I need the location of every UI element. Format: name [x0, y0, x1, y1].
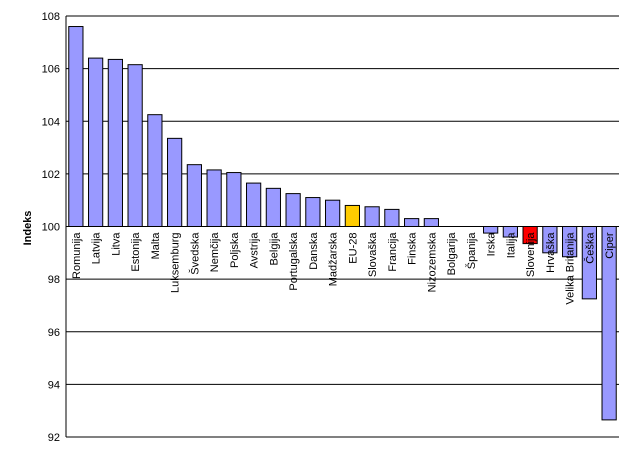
y-tick-label: 94: [48, 379, 60, 391]
bar-malta: [147, 114, 163, 227]
bar-luksemburg: [167, 137, 183, 227]
bar-finska: [404, 218, 420, 227]
bars: [68, 26, 617, 421]
category-label: Poljska: [229, 232, 241, 268]
y-tick-label: 108: [42, 11, 60, 23]
category-label: Irska: [486, 232, 498, 257]
bar-irska: [483, 226, 499, 234]
bar-ciper: [601, 226, 617, 421]
category-label: Ciper: [604, 232, 616, 259]
bar-latvija: [88, 57, 104, 227]
category-label: Bolgarija: [446, 232, 458, 276]
category-label: Španija: [465, 232, 478, 270]
y-tick-label: 102: [42, 169, 60, 181]
category-label: Italija: [505, 232, 517, 259]
bar-litva: [107, 58, 123, 228]
bar-italija: [502, 226, 518, 238]
bar-francija: [384, 208, 400, 228]
category-label: Nemčija: [209, 232, 221, 273]
bar-danska: [305, 197, 321, 227]
category-label: Velika Britanija: [565, 232, 577, 305]
category-label: Slovaška: [367, 232, 379, 278]
category-label: Latvija: [91, 232, 103, 265]
y-tick-label: 100: [42, 222, 60, 234]
bar-madžarska: [325, 199, 341, 227]
bar-velika-britanija: [562, 226, 578, 258]
y-tick-labels: 92 94 96 98 100 102 104 106 108: [42, 11, 60, 444]
category-label: Slovenija: [525, 232, 537, 278]
category-label: Romunija: [71, 232, 83, 279]
bar-slovenija: [522, 226, 538, 245]
y-tick-label: 92: [48, 432, 60, 444]
y-tick-label: 106: [42, 64, 60, 76]
category-label: Češka: [583, 232, 596, 264]
category-labels: Romunija Latvija Litva Estonija Malta Luksemb…: [71, 232, 616, 305]
bar-estonija: [127, 64, 143, 227]
bar-slovaška: [364, 206, 380, 227]
category-label: Finska: [407, 232, 419, 265]
category-label: Danska: [308, 232, 320, 270]
bar-eu-28: [344, 204, 360, 227]
category-label: Avstrija: [249, 232, 261, 269]
y-tick-label: 98: [48, 274, 60, 286]
y-axis-title: Indeks: [22, 211, 34, 246]
bar-nemčija: [206, 169, 222, 228]
category-label: Belgija: [268, 232, 280, 266]
category-label: Portugalska: [288, 232, 300, 291]
category-label: Hrvaška: [545, 232, 557, 273]
bar-belgija: [265, 187, 281, 228]
bar-romunija: [68, 26, 84, 228]
bar-avstrija: [246, 182, 262, 228]
category-label: Luksemburg: [170, 233, 182, 294]
category-label: Francija: [387, 232, 399, 272]
category-label: Litva: [110, 232, 122, 256]
category-label: Švedska: [188, 232, 201, 275]
bar-nizozemska: [423, 218, 439, 227]
y-tick-label: 104: [42, 116, 60, 128]
bar-portugalska: [285, 193, 301, 227]
bar-poljska: [226, 172, 242, 227]
category-label: EU-28: [347, 233, 359, 264]
y-tick-label: 96: [48, 327, 60, 339]
category-label: Malta: [150, 232, 162, 260]
bar-švedska: [186, 164, 202, 227]
category-label: Estonija: [130, 232, 142, 272]
category-label: Madžarska: [328, 232, 340, 287]
bar-hrvaška: [542, 226, 558, 254]
bar-češka: [581, 226, 597, 300]
category-label: Nizozemska: [426, 232, 438, 293]
